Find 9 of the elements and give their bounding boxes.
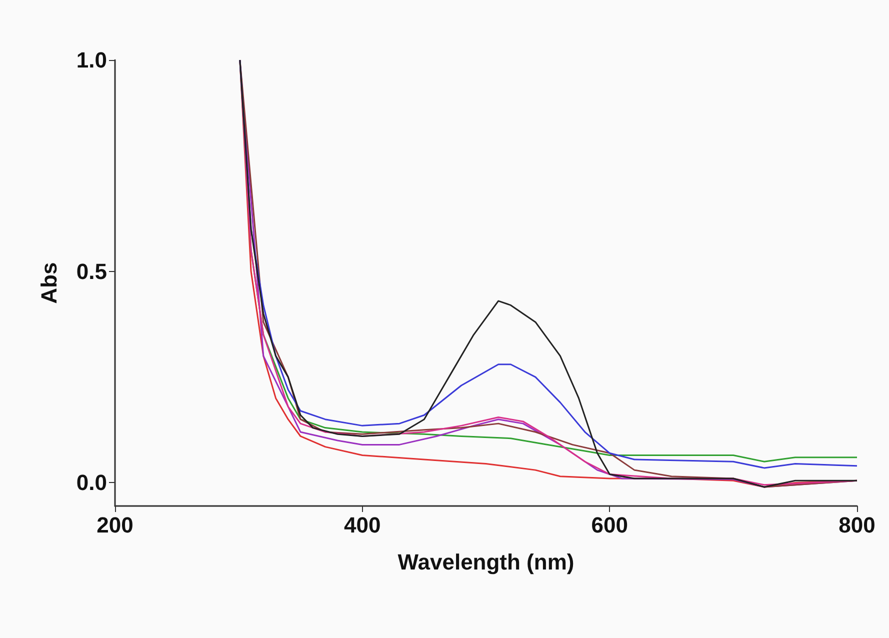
x-tick-label: 600 bbox=[591, 512, 628, 538]
x-tick-label: 400 bbox=[344, 512, 381, 538]
y-tick-label: 1.0 bbox=[76, 48, 107, 72]
y-tick-label: 0.5 bbox=[76, 258, 107, 284]
y-tick-label: 0.0 bbox=[76, 470, 107, 496]
y-axis-title: Abs bbox=[36, 262, 62, 304]
x-axis-title: Wavelength (nm) bbox=[398, 550, 574, 574]
x-tick-label: 800 bbox=[838, 512, 876, 538]
x-tick-label: 200 bbox=[96, 512, 134, 538]
